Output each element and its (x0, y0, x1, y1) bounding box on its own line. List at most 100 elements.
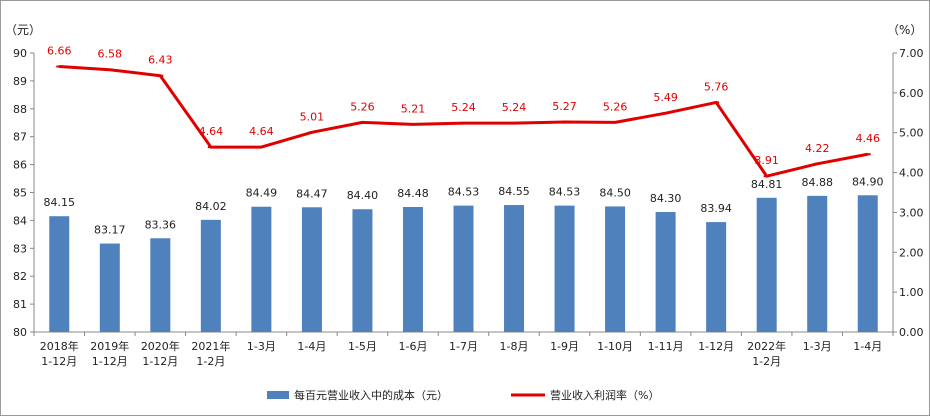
bar-value-label: 84.49 (246, 187, 278, 200)
line-value-label: 5.01 (300, 110, 325, 123)
x-category-label: 1-4月 (297, 340, 326, 353)
right-tick-label: 1.00 (899, 286, 924, 299)
bar-value-label: 84.55 (498, 185, 530, 198)
x-axis-labels: 2018年 1-12月 2019年 1-12月 2020年 1-12月 2021年 1-2月 1… (40, 339, 882, 368)
bar (756, 197, 777, 332)
x-category-label: 1-3月 (803, 340, 832, 353)
x-category-label: 2018年 1-12月 (40, 339, 79, 368)
x-category-label: 1-4月 (853, 340, 882, 353)
bar-value-label: 84.53 (448, 186, 480, 199)
bar-value-label: 84.40 (347, 189, 379, 202)
right-tick-label: 4.00 (899, 167, 924, 180)
x-category-label: 1-6月 (398, 340, 427, 353)
line-value-label: 6.58 (98, 48, 123, 61)
right-tick-label: 6.00 (899, 87, 924, 100)
left-tick-label: 88 (13, 103, 27, 116)
right-tick-label: 0.00 (899, 326, 924, 339)
x-category-label: 1-8月 (500, 340, 529, 353)
left-tick-label: 90 (13, 47, 27, 60)
x-category-label: 2020年 1-12月 (141, 339, 180, 368)
bar (807, 195, 828, 332)
data-labels: 84.15 83.17 83.36 84.02 84.49 84.47 84.40 84.48… (44, 45, 884, 237)
x-category-label: 1-12月 (698, 340, 734, 353)
bar (150, 238, 171, 332)
legend: 每百元营业收入中的成本（元） 营业收入利润率（%） (267, 388, 659, 402)
bar-value-label: 84.02 (195, 200, 227, 213)
bar (352, 209, 373, 332)
x-category-label: 2022年 1-2月 (747, 339, 786, 368)
line-value-label: 5.21 (401, 102, 426, 115)
line-value-label: 4.64 (199, 125, 224, 138)
line-value-label: 5.49 (653, 91, 678, 104)
legend-bar-label: 每百元营业收入中的成本（元） (294, 388, 448, 402)
line-value-label: 5.24 (502, 101, 527, 114)
line-value-label: 4.64 (249, 125, 274, 138)
bar-series (49, 195, 878, 332)
right-tick-label: 3.00 (899, 206, 924, 219)
bar-value-label: 84.90 (852, 175, 884, 188)
bar (301, 207, 322, 332)
bar (655, 212, 676, 332)
bar (706, 222, 727, 332)
line-value-label: 6.66 (47, 45, 72, 58)
bar-value-label: 84.88 (801, 176, 833, 189)
left-tick-label: 80 (13, 326, 27, 339)
bar (453, 205, 474, 332)
right-tick-label: 7.00 (899, 47, 924, 60)
right-tick-label: 5.00 (899, 127, 924, 140)
left-axis-unit: （元） (5, 23, 41, 37)
left-tick-label: 85 (13, 187, 27, 200)
bar-value-label: 83.36 (145, 218, 177, 231)
bar (99, 243, 120, 332)
left-tick-label: 86 (13, 159, 27, 172)
line-value-label: 5.27 (552, 100, 577, 113)
bar-value-label: 83.94 (700, 202, 732, 215)
line-value-label: 4.22 (805, 142, 830, 155)
left-tick-label: 89 (13, 75, 27, 88)
line-value-label: 4.46 (855, 132, 880, 145)
bar (504, 205, 525, 332)
x-category-label: 1-5月 (348, 340, 377, 353)
bar-value-label: 84.15 (44, 196, 76, 209)
bar (251, 206, 272, 332)
line-series (56, 65, 871, 178)
left-tick-label: 84 (13, 214, 27, 227)
left-tick-label: 87 (13, 131, 27, 144)
bar-value-label: 84.53 (549, 186, 581, 199)
line-value-label: 5.26 (603, 100, 628, 113)
bar (605, 206, 626, 332)
x-category-label: 1-7月 (449, 340, 478, 353)
x-category-label: 1-9月 (550, 340, 579, 353)
x-category-label: 1-3月 (247, 340, 276, 353)
bar (554, 205, 575, 332)
x-category-label: 1-11月 (648, 340, 684, 353)
line-value-label: 5.26 (350, 100, 375, 113)
bar (857, 195, 878, 332)
bar-value-label: 84.48 (397, 187, 429, 200)
left-tick-label: 82 (13, 270, 27, 283)
x-category-label: 2019年 1-12月 (90, 339, 129, 368)
line-value-label: 3.91 (754, 154, 779, 167)
bar-value-label: 84.30 (650, 192, 682, 205)
x-category-label: 2021年 1-2月 (191, 339, 230, 368)
left-tick-label: 83 (13, 242, 27, 255)
right-axis-unit: （%） (887, 23, 922, 37)
bar (49, 216, 70, 332)
bar (200, 219, 221, 332)
bar-value-label: 84.50 (599, 186, 631, 199)
line-value-label: 5.76 (704, 80, 729, 93)
x-category-label: 1-10月 (597, 340, 633, 353)
bar (402, 207, 423, 332)
right-tick-label: 2.00 (899, 246, 924, 259)
axes: 80 81 82 83 84 85 86 87 88 89 90 0.00 1.00 2.00 3.00 4.… (5, 23, 924, 339)
bar-value-label: 84.81 (751, 178, 783, 191)
line-value-label: 5.24 (451, 101, 476, 114)
bar-value-label: 84.47 (296, 187, 328, 200)
left-tick-label: 81 (13, 298, 27, 311)
line-path (59, 65, 869, 178)
legend-line-label: 营业收入利润率（%） (550, 388, 659, 402)
legend-bar-swatch (267, 391, 289, 399)
bar-value-label: 83.17 (94, 224, 126, 237)
